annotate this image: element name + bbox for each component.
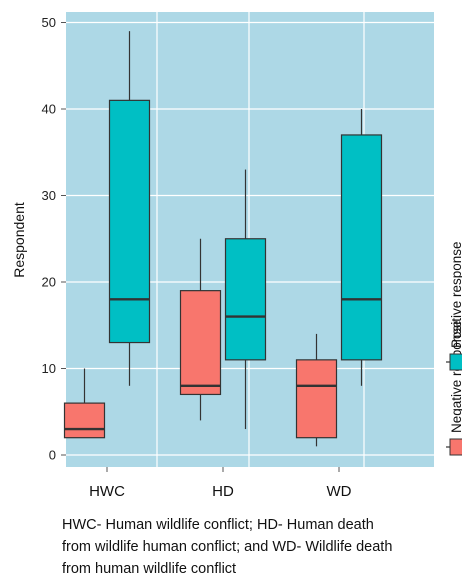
box-body [179,290,222,396]
legend-label: Negative response [449,320,462,433]
y-tick-label: 10 [42,361,56,376]
box-body [108,99,151,344]
legend-key [449,438,462,456]
x-tick-label-wd: WD [327,483,352,500]
box-hwc-positive [108,31,151,386]
y-tick-label: 50 [42,15,56,30]
box-series [63,31,383,447]
y-tick-label: 0 [49,448,56,463]
box-hd-negative [179,238,222,421]
box-body [63,402,106,439]
caption-line-1: HWC- Human wildlife conflict; HD- Human … [62,517,374,533]
y-tick-label: 20 [42,275,56,290]
legend-item-negative: Negative response [446,320,462,456]
box-body [340,134,383,361]
caption-line-3: from human wildlife conflict [62,561,237,577]
legend-label: Positive response [449,241,462,348]
x-tick-label-hd: HD [212,483,234,500]
x-tick-label-hwc: HWC [89,483,125,500]
box-body [295,359,338,439]
y-axis-title: Respondent [11,202,27,278]
y-tick-label: 30 [42,188,56,203]
x-axis-ticks: HWC HD WD [89,467,352,500]
caption-line-2: from wildlife human conflict; and WD- Wi… [62,539,393,555]
figure-caption: HWC- Human wildlife conflict; HD- Human … [62,514,454,580]
box-hd-positive [224,169,267,430]
y-axis-ticks: 0 10 20 30 40 50 [42,15,66,463]
legend-key [449,353,462,371]
box-wd-positive [340,109,383,386]
box-hwc-negative [63,368,106,439]
box-body [224,238,267,361]
legend-item-positive: Positive response [446,241,462,371]
box-wd-negative [295,333,338,447]
box-plot-chart: 0 10 20 30 40 50 HWC HD WD Respondent Negative … [11,12,462,500]
y-tick-label: 40 [42,102,56,117]
